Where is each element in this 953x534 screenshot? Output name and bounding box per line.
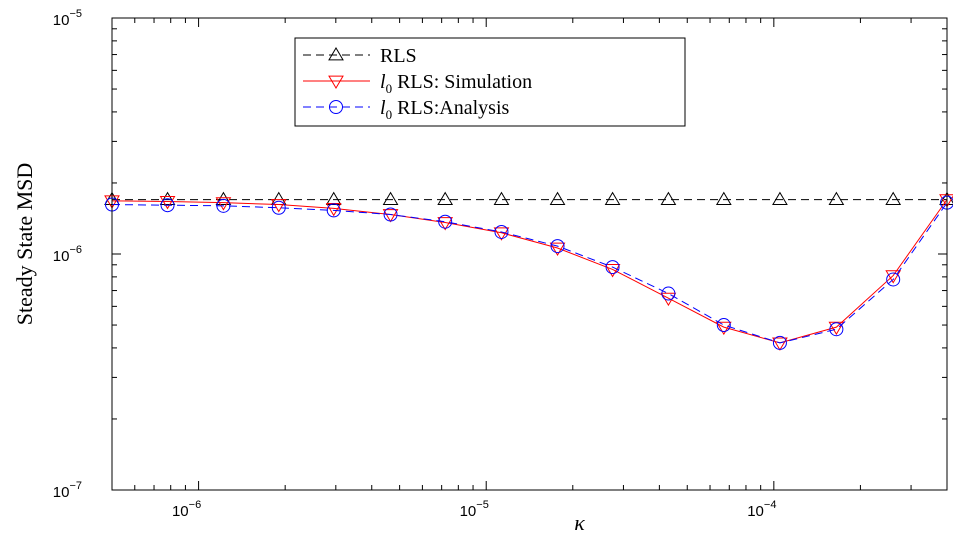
series-0-point-7 — [493, 191, 510, 206]
series-2-point-14 — [886, 272, 901, 287]
series-2-point-3 — [271, 200, 286, 215]
series-1-point-1 — [159, 196, 176, 210]
x-axis-label: κ — [574, 510, 585, 534]
series-1-point-9 — [604, 264, 621, 278]
legend-label-2: l0 RLS:Analysis — [380, 97, 510, 122]
legend-box — [294, 37, 686, 127]
series-1-point-3 — [270, 199, 287, 213]
series-0-point-11 — [715, 191, 732, 206]
series-0-point-8 — [549, 191, 566, 206]
legend-marker-1 — [328, 75, 344, 89]
y-axis-label: Steady State MSD — [12, 163, 37, 326]
plot-area — [104, 191, 953, 351]
series-1-point-13 — [828, 321, 845, 336]
series-1-point-7 — [493, 227, 510, 241]
x-tick-label-0: 10−6 — [172, 499, 201, 520]
series-2-point-2 — [216, 198, 231, 213]
x-tick-label-2: 10−4 — [747, 499, 776, 520]
series-0-point-1 — [159, 191, 176, 206]
series-1-point-12 — [772, 337, 788, 351]
series-1-point-5 — [382, 209, 399, 223]
y-tick-label-1: 10−6 — [53, 244, 82, 265]
series-0-point-14 — [885, 191, 902, 206]
series-1-point-10 — [660, 292, 677, 307]
series-2-point-9 — [605, 260, 620, 275]
series-0-point-4 — [325, 191, 342, 206]
series-0-point-9 — [604, 191, 621, 206]
legend-marker-2 — [329, 100, 343, 114]
series-line-1 — [111, 199, 948, 344]
legend-label-1: l0 RLS: Simulation — [380, 71, 532, 96]
y-tick-label-0: 10−7 — [53, 480, 82, 501]
series-2-point-8 — [550, 239, 565, 254]
axes: 10−6 10−5 10−4 10−7 10−6 10−5 — [53, 8, 948, 520]
series-1-point-8 — [549, 242, 566, 257]
series-1-point-11 — [715, 321, 732, 336]
x-tick-label-1: 10−5 — [460, 499, 489, 520]
series-0-point-6 — [437, 191, 454, 206]
series-0-point-2 — [215, 191, 232, 206]
series-0-point-13 — [828, 191, 845, 206]
series-1-point-14 — [885, 270, 902, 284]
series-2-point-4 — [326, 203, 341, 218]
legend-label-0: RLS — [380, 45, 417, 67]
series-2-point-12 — [772, 335, 787, 350]
series-1-point-2 — [215, 197, 232, 211]
series-2-point-13 — [829, 322, 844, 337]
y-tick-label-2: 10−5 — [53, 8, 82, 29]
series-2-point-5 — [383, 207, 398, 222]
series-1-point-4 — [325, 203, 342, 217]
series-line-2 — [111, 202, 948, 344]
series-2-point-1 — [160, 198, 175, 213]
series-1-point-6 — [437, 217, 454, 231]
series-2-point-6 — [438, 214, 453, 229]
legend-marker-0 — [328, 47, 344, 61]
series-0-point-12 — [772, 191, 788, 206]
series-2-point-7 — [494, 224, 509, 239]
series-0-point-10 — [660, 191, 677, 206]
series-0-point-5 — [382, 191, 399, 206]
series-2-point-10 — [661, 286, 676, 301]
series-2-point-11 — [716, 318, 731, 333]
